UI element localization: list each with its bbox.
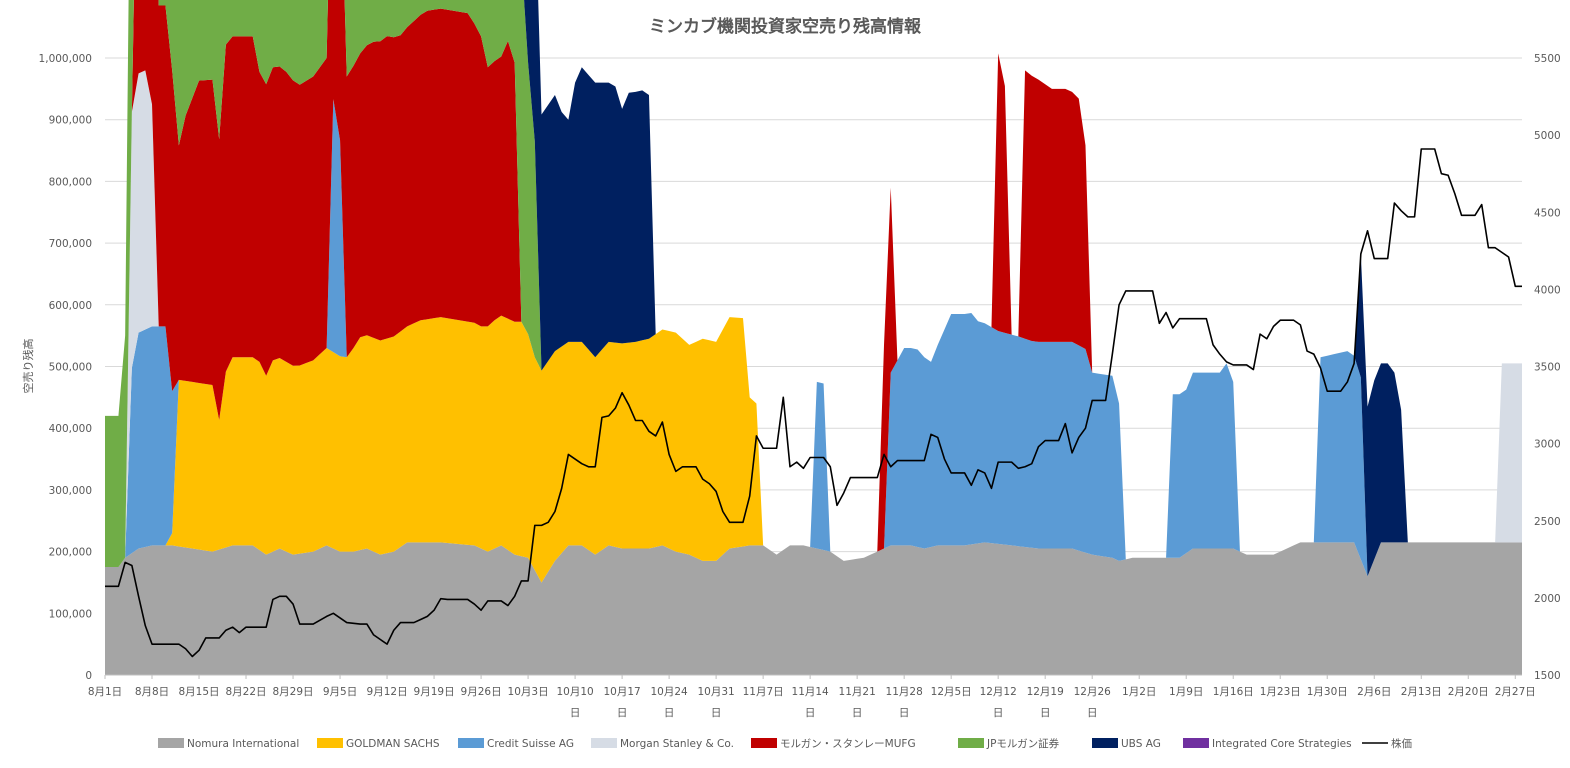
legend-item: Integrated Core Strategies <box>1212 738 1352 750</box>
x-tick-label: 9月12日 <box>367 686 408 698</box>
y2-tick-label: 4500 <box>1534 207 1561 219</box>
x-tick-label: 11月7日 <box>743 686 784 698</box>
area-credit-suisse-ag <box>105 99 1522 577</box>
x-tick-label: 9月5日 <box>323 686 357 698</box>
x-tick-label: 2月27日 <box>1495 686 1536 698</box>
y2-tick-label: 4000 <box>1534 284 1561 296</box>
y-tick-label: 700,000 <box>49 238 92 250</box>
x-tick-label: 8月1日 <box>88 686 122 698</box>
y-tick-label: 100,000 <box>49 608 92 620</box>
legend: Nomura International GOLDMAN SACHS Credit … <box>158 737 1412 750</box>
y-tick-label: 200,000 <box>49 547 92 559</box>
legend-swatch <box>317 738 343 748</box>
area-nomura-international <box>105 542 1522 675</box>
x-tick-label: 11月28 <box>886 686 923 698</box>
y2-tick-label: 5500 <box>1534 53 1561 65</box>
x-tick-label: 10月24 <box>650 686 688 698</box>
y-tick-label: 600,000 <box>49 300 92 312</box>
x-tick-label: 1月9日 <box>1169 686 1203 698</box>
y2-axis-ticks: 1500 2000 2500 3000 3500 4000 4500 5000 5500 <box>1534 53 1561 682</box>
y-tick-label: 0 <box>85 670 92 682</box>
chart-title: ミンカブ機関投資家空売り残高情報 <box>649 16 922 37</box>
series-areas <box>105 0 1522 675</box>
x-tick-label: 9月19日 <box>414 686 455 698</box>
x-tick-label: 2月20日 <box>1448 686 1489 698</box>
legend-swatch <box>591 738 617 748</box>
y-axis-label: 空売り残高 <box>21 339 35 394</box>
legend-swatch <box>958 738 984 748</box>
legend-item: モルガン・スタンレーMUFG <box>780 738 916 750</box>
x-tick-label: 2月6日 <box>1357 686 1391 698</box>
x-tick-label-line2: 日 <box>852 707 863 719</box>
x-tick-label: 12月26 <box>1074 686 1112 698</box>
legend-item: Nomura International <box>187 738 299 750</box>
x-tick-label: 10月3日 <box>508 686 549 698</box>
y-tick-label: 300,000 <box>49 485 92 497</box>
x-tick-label: 2月13日 <box>1401 686 1442 698</box>
x-tick-label: 1月30日 <box>1307 686 1348 698</box>
x-tick-label-line2: 日 <box>805 707 816 719</box>
x-tick-label: 10月10 <box>556 686 593 698</box>
y-tick-label: 1,000,000 <box>39 53 92 65</box>
x-tick-label: 12月5日 <box>931 686 972 698</box>
legend-swatch <box>458 738 484 748</box>
x-tick-label: 8月29日 <box>273 686 314 698</box>
x-tick-label-line2: 日 <box>899 707 910 719</box>
x-tick-label: 1月2日 <box>1122 686 1156 698</box>
x-tick-label-line2: 日 <box>1087 707 1098 719</box>
x-tick-label: 10月17 <box>603 686 640 698</box>
price-line-group <box>105 148 1522 658</box>
x-tick-label: 12月12 <box>980 686 1017 698</box>
x-tick-label: 12月19 <box>1027 686 1064 698</box>
legend-swatch <box>158 738 184 748</box>
x-tick-label: 8月22日 <box>226 686 267 698</box>
y-tick-label: 500,000 <box>49 362 92 374</box>
area-mufg <box>105 0 1522 577</box>
x-tick-label: 1月23日 <box>1260 686 1301 698</box>
x-tick-label: 11月21 <box>839 686 876 698</box>
y2-tick-label: 2500 <box>1534 516 1561 528</box>
x-tick-label: 8月8日 <box>135 686 169 698</box>
y-tick-label: 900,000 <box>49 115 92 127</box>
x-tick-label-line2: 日 <box>1040 707 1051 719</box>
y-tick-label: 800,000 <box>49 176 92 188</box>
price-line <box>105 148 1522 658</box>
area-goldman-sachs <box>105 315 1522 583</box>
x-tick-label: 11月14 <box>792 686 830 698</box>
y2-tick-label: 3000 <box>1534 439 1561 451</box>
y2-tick-label: 2000 <box>1534 593 1561 605</box>
x-tick-label-line2: 日 <box>570 707 581 719</box>
legend-item: GOLDMAN SACHS <box>346 738 440 750</box>
x-tick-label-line2: 日 <box>664 707 675 719</box>
legend-item: UBS AG <box>1121 738 1161 750</box>
x-axis-ticks: 8月1日 8月8日 8月15日 8月22日 8月29日 9月5日 9月12日 9月19日 9月2… <box>88 674 1536 719</box>
y2-tick-label: 5000 <box>1534 130 1561 142</box>
x-tick-label: 1月16日 <box>1213 686 1254 698</box>
x-tick-label: 9月26日 <box>461 686 502 698</box>
y-tick-label: 400,000 <box>49 423 92 435</box>
legend-swatch <box>751 738 777 748</box>
x-tick-label: 8月15日 <box>178 686 219 698</box>
legend-swatch <box>1092 738 1118 748</box>
legend-item: Morgan Stanley & Co. <box>620 738 734 750</box>
area-ubs-ag <box>105 0 1522 577</box>
legend-item: Credit Suisse AG <box>487 738 574 750</box>
x-tick-label-line2: 日 <box>993 707 1004 719</box>
y-axis-ticks: 0 100,000 200,000 300,000 400,000 500,000 600,… <box>39 53 92 682</box>
legend-swatch <box>1183 738 1209 748</box>
legend-item: 株価 <box>1391 737 1412 750</box>
x-tick-label: 10月31 <box>698 686 735 698</box>
y2-tick-label: 1500 <box>1534 670 1561 682</box>
x-tick-label-line2: 日 <box>711 707 722 719</box>
legend-item: JPモルガン証券 <box>986 737 1060 750</box>
x-tick-label-line2: 日 <box>617 707 628 719</box>
y2-tick-label: 3500 <box>1534 362 1561 374</box>
